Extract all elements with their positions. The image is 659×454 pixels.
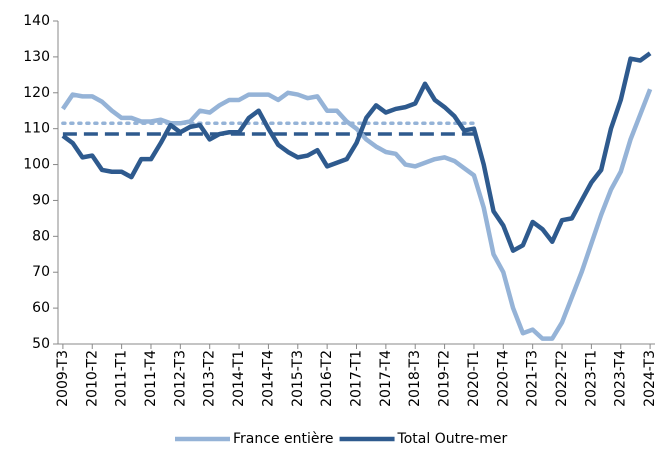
- x-tick-label: 2013-T2: [202, 350, 218, 407]
- x-tick-label: 2020-T4: [495, 350, 511, 407]
- x-tick-label: 2020-T1: [466, 350, 482, 407]
- y-tick-label: 120: [23, 85, 50, 101]
- y-tick-label: 90: [32, 192, 50, 208]
- series-line: [61, 51, 652, 253]
- x-tick-label: 2024-T3: [642, 350, 658, 407]
- series-line: [61, 88, 653, 341]
- x-tick-label: 2014-T4: [260, 350, 276, 407]
- legend-label: France entière: [233, 431, 334, 447]
- y-tick-label: 100: [23, 157, 50, 173]
- y-tick-label: 110: [23, 121, 50, 137]
- x-tick-label: 2012-T3: [172, 350, 188, 407]
- x-tick-label: 2014-T1: [231, 350, 247, 407]
- legend-label: Total Outre-mer: [397, 431, 508, 447]
- x-tick-label: 2011-T4: [143, 350, 159, 407]
- x-tick-label: 2023-T4: [613, 350, 629, 407]
- x-tick-label: 2019-T2: [437, 350, 453, 407]
- x-tick-label: 2021-T3: [525, 350, 541, 407]
- x-tick-label: 2016-T2: [319, 350, 335, 407]
- y-tick-label: 70: [32, 264, 50, 280]
- y-tick-label: 80: [32, 228, 50, 244]
- x-tick-label: 2022-T2: [554, 350, 570, 407]
- x-tick-label: 2010-T2: [84, 350, 100, 407]
- x-tick-label: 2017-T1: [349, 350, 365, 407]
- x-tick-label: 2023-T1: [583, 350, 599, 407]
- x-tick-label: 2018-T3: [407, 350, 423, 407]
- y-tick-label: 140: [23, 13, 50, 29]
- y-tick-label: 130: [23, 49, 50, 65]
- y-tick-label: 60: [32, 300, 50, 316]
- x-tick-label: 2011-T1: [114, 350, 130, 407]
- x-tick-label: 2009-T3: [55, 350, 71, 407]
- x-tick-label: 2017-T4: [378, 350, 394, 407]
- y-tick-label: 50: [32, 336, 50, 352]
- x-tick-label: 2015-T3: [290, 350, 306, 407]
